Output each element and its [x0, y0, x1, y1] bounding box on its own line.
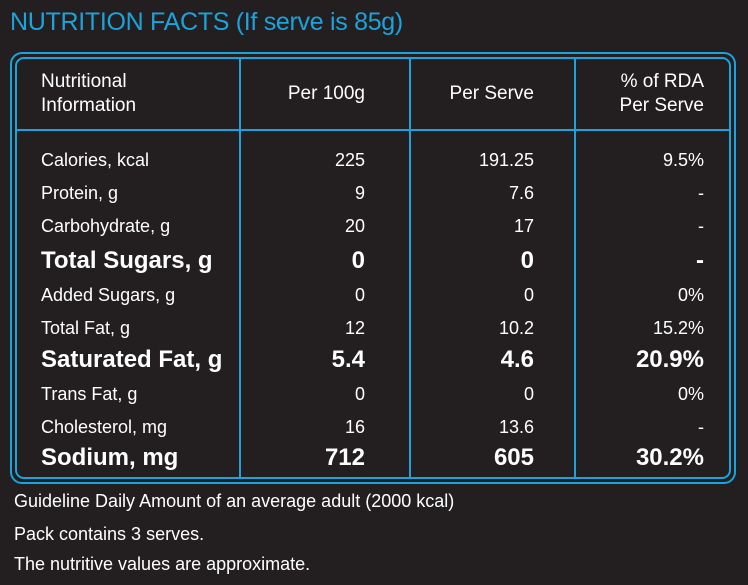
table-row: Added Sugars, g 0 0 0%	[17, 280, 729, 310]
rda-percent-value: 0%	[677, 284, 704, 305]
header-label: Per Serve	[619, 95, 704, 116]
table-row: Trans Fat, g 0 0 0%	[17, 379, 729, 409]
per-serve-value: 10.2	[498, 317, 534, 338]
per-serve-value: 17	[513, 215, 534, 236]
per-100g-value: 16	[344, 416, 365, 437]
column-divider	[409, 59, 411, 477]
header-rda-per-serve: % of RDA Per Serve	[620, 59, 704, 129]
per-100g-value: 0	[351, 247, 365, 274]
per-100g-value: 0	[354, 284, 365, 305]
per-serve-value: 13.6	[498, 416, 534, 437]
rda-percent-value: -	[698, 416, 704, 437]
per-serve-value: 4.6	[500, 346, 534, 373]
header-per-100g: Per 100g	[288, 59, 365, 129]
footer-approximate-note: The nutritive values are approximate.	[14, 554, 311, 574]
per-100g-value: 9	[354, 182, 365, 203]
nutrition-table-frame: Nutritional Information Per 100g Per Ser…	[10, 52, 736, 484]
table-row: Protein, g 9 7.6 -	[17, 178, 729, 208]
header-label: % of RDA	[620, 71, 704, 92]
nutrient-name: Cholesterol, mg	[41, 416, 168, 437]
table-row: Saturated Fat, g 5.4 4.6 20.9%	[17, 342, 729, 378]
per-serve-value: 605	[493, 444, 534, 471]
nutrient-name: Carbohydrate, g	[41, 215, 171, 236]
nutrient-name: Protein, g	[41, 182, 119, 203]
per-100g-value: 20	[344, 215, 365, 236]
header-label: Per Serve	[449, 83, 534, 104]
rda-percent-value: -	[698, 182, 704, 203]
table-row: Sodium, mg 712 605 30.2%	[17, 440, 729, 476]
header-label: Information	[41, 95, 137, 116]
per-100g-value: 225	[334, 149, 365, 170]
rda-percent-value: 20.9%	[635, 346, 704, 373]
column-divider	[574, 59, 576, 477]
header-label: Per 100g	[287, 83, 365, 104]
nutrient-name: Sodium, mg	[41, 444, 179, 471]
per-serve-value: 0	[520, 247, 534, 274]
nutrient-name: Calories, kcal	[41, 149, 150, 170]
per-100g-value: 12	[344, 317, 365, 338]
per-serve-value: 191.25	[478, 149, 534, 170]
table-row: Cholesterol, mg 16 13.6 -	[17, 412, 729, 442]
nutrient-name: Total Fat, g	[41, 317, 131, 338]
footer-pack-note: Pack contains 3 serves.	[14, 524, 205, 544]
footer-guideline-note: Guideline Daily Amount of an average adu…	[14, 491, 455, 511]
nutrient-name: Trans Fat, g	[41, 383, 138, 404]
per-100g-value: 712	[324, 444, 365, 471]
header-label: Nutritional	[41, 71, 127, 92]
column-divider	[239, 59, 241, 477]
rda-percent-value: -	[696, 247, 704, 274]
per-serve-value: 0	[523, 284, 534, 305]
per-serve-value: 0	[523, 383, 534, 404]
rda-percent-value: 0%	[677, 383, 704, 404]
rda-percent-value: -	[698, 215, 704, 236]
table-row: Carbohydrate, g 20 17 -	[17, 211, 729, 241]
per-100g-value: 5.4	[331, 346, 365, 373]
nutrient-name: Total Sugars, g	[41, 247, 213, 274]
rda-percent-value: 15.2%	[652, 317, 704, 338]
rda-percent-value: 9.5%	[662, 149, 704, 170]
page-title: NUTRITION FACTS (If serve is 85g)	[10, 8, 403, 36]
nutrient-name: Added Sugars, g	[41, 284, 176, 305]
header-per-serve: Per Serve	[450, 59, 534, 129]
header-divider	[17, 129, 729, 131]
rda-percent-value: 30.2%	[635, 444, 704, 471]
nutrition-table: Nutritional Information Per 100g Per Ser…	[15, 57, 731, 479]
header-nutritional-information: Nutritional Information	[41, 59, 231, 129]
table-row: Calories, kcal 225 191.25 9.5%	[17, 145, 729, 175]
table-row: Total Fat, g 12 10.2 15.2%	[17, 313, 729, 343]
per-serve-value: 7.6	[508, 182, 534, 203]
nutrient-name: Saturated Fat, g	[41, 346, 223, 373]
per-100g-value: 0	[354, 383, 365, 404]
table-row: Total Sugars, g 0 0 -	[17, 243, 729, 279]
